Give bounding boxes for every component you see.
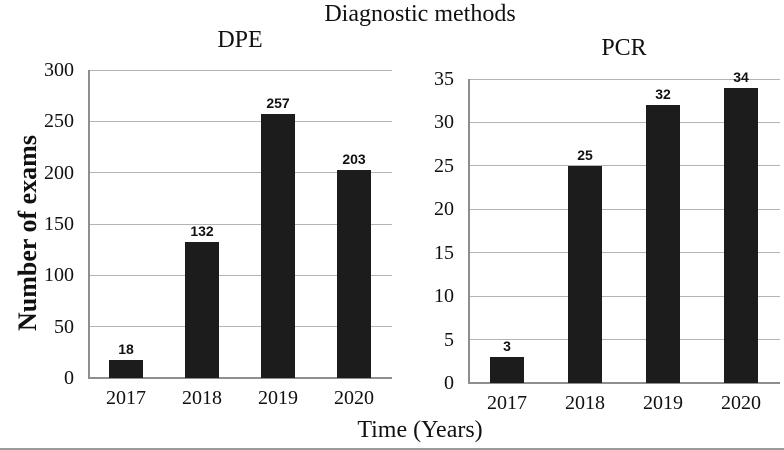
- y-tick-label: 10: [434, 285, 454, 308]
- gridline: [468, 165, 780, 167]
- gridline: [468, 295, 780, 297]
- x-axis-line: [88, 377, 392, 379]
- y-tick-label: 30: [434, 111, 454, 134]
- y-tick-label: 25: [434, 154, 454, 177]
- x-axis-label: Time (Years): [357, 417, 483, 443]
- x-tick-label: 2017: [106, 387, 146, 409]
- bar-pcr-2018: [568, 165, 602, 383]
- x-tick-label: 2018: [565, 392, 605, 414]
- bar-dpe-2017: [109, 359, 143, 378]
- gridline: [468, 121, 780, 123]
- x-tick-label: 2020: [334, 387, 374, 409]
- gridline: [88, 172, 392, 174]
- y-tick-label: 300: [44, 59, 74, 81]
- y-tick-label: 5: [444, 328, 454, 351]
- gridline: [468, 78, 780, 80]
- gridline: [88, 223, 392, 225]
- figure-bottom-border: [0, 448, 784, 450]
- bar-value-label: 132: [190, 223, 214, 240]
- y-axis-line: [468, 79, 470, 383]
- bar-dpe-2020: [337, 169, 371, 378]
- y-axis-label: Number of exams: [13, 135, 42, 331]
- x-tick-label: 2020: [721, 392, 761, 414]
- gridline: [468, 208, 780, 210]
- bar-pcr-2019: [646, 105, 680, 383]
- x-tick-label: 2017: [487, 392, 527, 414]
- y-tick-label: 20: [434, 198, 454, 221]
- bar-pcr-2020: [724, 87, 758, 383]
- gridline: [468, 252, 780, 254]
- y-tick-label: 15: [434, 241, 454, 264]
- x-tick-label: 2018: [182, 387, 222, 409]
- y-tick-label: 0: [64, 367, 74, 389]
- gridline: [88, 274, 392, 276]
- panel-title-dpe: DPE: [217, 27, 263, 53]
- y-tick-label: 150: [44, 213, 74, 235]
- y-tick-label: 0: [444, 372, 454, 394]
- x-tick-label: 2019: [258, 387, 298, 409]
- bar-value-label: 25: [577, 146, 593, 163]
- y-tick-label: 50: [54, 315, 74, 338]
- gridline: [88, 326, 392, 328]
- bar-value-label: 34: [733, 68, 749, 85]
- bar-value-label: 18: [118, 340, 134, 357]
- x-tick-label: 2019: [643, 392, 683, 414]
- figure-title: Diagnostic methods: [324, 1, 516, 27]
- y-tick-label: 35: [434, 68, 454, 90]
- x-axis-line: [468, 382, 780, 384]
- bar-value-label: 203: [342, 150, 366, 167]
- bar-pcr-2017: [490, 356, 524, 383]
- y-tick-label: 200: [44, 161, 74, 184]
- y-axis-line: [88, 70, 90, 378]
- y-tick-label: 250: [44, 110, 74, 133]
- bar-dpe-2018: [185, 242, 219, 378]
- bar-value-label: 257: [266, 95, 290, 112]
- y-tick-label: 100: [44, 264, 74, 287]
- bar-value-label: 32: [655, 86, 671, 103]
- bar-value-label: 3: [503, 337, 511, 354]
- panel-title-pcr: PCR: [601, 35, 647, 61]
- bar-dpe-2019: [261, 114, 295, 378]
- gridline: [88, 69, 392, 71]
- gridline: [88, 120, 392, 122]
- gridline: [468, 339, 780, 341]
